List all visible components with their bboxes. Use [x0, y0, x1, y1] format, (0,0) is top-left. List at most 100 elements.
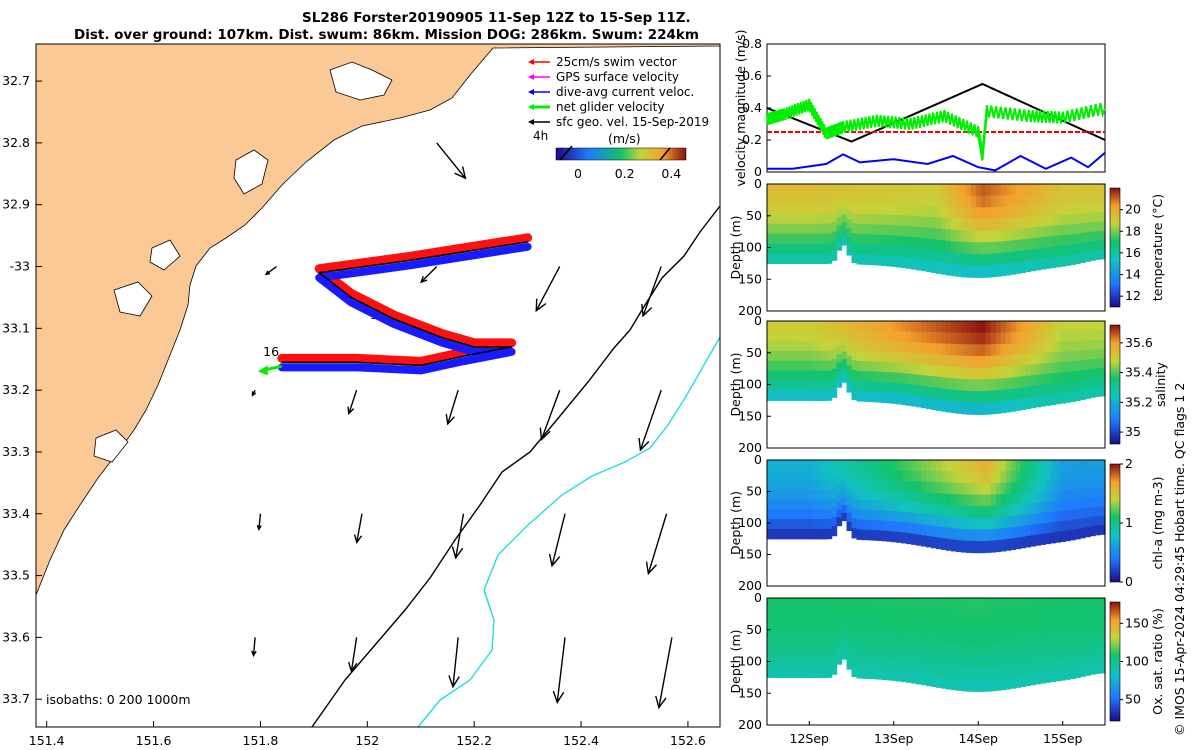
map-ticks: 151.4 151.6 151.8 152 152.2 152.4 152.632.732.… [2, 73, 706, 748]
profile-cell [856, 203, 863, 215]
profile-cell [1050, 629, 1056, 641]
profile-cell [811, 667, 818, 679]
velocity-y-tick-label: 0.8 [742, 36, 762, 51]
profile-cell [970, 218, 977, 232]
profile-cell [1000, 184, 1007, 197]
profile-cell [985, 218, 992, 232]
profile-cell [1070, 224, 1076, 235]
profile-cell [926, 238, 932, 251]
current-vector-shaft [556, 637, 566, 703]
profile-cell [1000, 678, 1007, 691]
profile-cell [940, 676, 947, 689]
profile-cell [1005, 527, 1012, 540]
profile-cell [901, 352, 907, 364]
profile-cell [975, 195, 982, 208]
profile-cell [980, 506, 987, 519]
profile-cell [1035, 598, 1041, 610]
profile-cell [960, 655, 967, 669]
profile-cell [831, 469, 838, 480]
profile-cell [811, 657, 818, 669]
profile-cell [980, 644, 987, 657]
profile-cell [831, 664, 838, 675]
profile-cell [801, 647, 808, 659]
profile-cell [811, 390, 818, 402]
profile-cell [936, 184, 942, 196]
profile-colorbar [1109, 463, 1121, 583]
profile-cell [1030, 598, 1037, 610]
profile-cell [891, 598, 897, 609]
profile-cell [1080, 184, 1086, 195]
profile-cell [796, 469, 803, 481]
profile-cell [1045, 650, 1051, 662]
profile-cell [1075, 193, 1081, 205]
profile-cell [1010, 229, 1017, 241]
profile-cell [856, 479, 863, 491]
profile-cell [1070, 184, 1076, 195]
profile-cell [926, 663, 932, 676]
profile-cell [1040, 247, 1046, 259]
profile-cell [936, 664, 942, 677]
profile-cell [881, 669, 887, 680]
profile-cell [945, 527, 952, 540]
profile-cell [881, 214, 887, 226]
profile-cell [921, 238, 927, 250]
profile-cell [950, 539, 957, 552]
profile-cell [816, 193, 823, 205]
profile-cell [960, 195, 967, 208]
profile-cell [776, 193, 783, 205]
profile-cell [965, 253, 972, 267]
profile-cell [1090, 460, 1096, 471]
profile-cell [926, 598, 932, 610]
profile-cell [1095, 635, 1101, 646]
legend-colorbar-tick: 0.4 [661, 166, 681, 181]
profile-cell [861, 204, 868, 215]
profile-cell [861, 469, 868, 481]
profile-cell [1025, 535, 1032, 548]
profile-cell [801, 203, 808, 215]
profile-cell [1035, 608, 1041, 621]
profile-cell [891, 490, 897, 502]
current-vector-shaft [265, 265, 277, 275]
profile-cell [811, 253, 818, 265]
profile-cell [836, 184, 843, 193]
profile-cell [896, 215, 902, 227]
profile-cell [816, 243, 823, 255]
profile-cell [1055, 331, 1061, 343]
profile-cell [936, 460, 942, 472]
estuary [233, 149, 269, 195]
profile-cell [891, 256, 897, 267]
profile-cell [767, 499, 773, 510]
profile-cell [916, 673, 922, 685]
profile-cell [826, 528, 833, 540]
profile-cell [1030, 248, 1037, 261]
profile-cell [1035, 237, 1041, 249]
profile-cell [776, 607, 783, 619]
current-vector-head [539, 427, 551, 442]
profile-colorbar [1109, 187, 1121, 308]
profile-cell [1025, 249, 1032, 262]
profile-cell [1005, 609, 1012, 622]
profile-cell [826, 617, 833, 629]
profile-cell [781, 203, 788, 215]
profile-cell [1045, 661, 1051, 673]
profile-cell [970, 621, 977, 634]
profile-cell [911, 608, 917, 620]
profile-cell [901, 470, 907, 482]
profile-cell [995, 230, 1002, 243]
profile-cell [1030, 364, 1037, 376]
profile-cell [781, 213, 788, 225]
profile-cell [931, 398, 937, 410]
profile-cell [950, 332, 957, 345]
profile-cell [811, 340, 818, 352]
profile-y-tick-label: 200 [738, 303, 762, 318]
profile-cell [767, 330, 773, 342]
profile-cell [901, 331, 907, 343]
profile-cell [806, 469, 813, 481]
profile-cell [975, 517, 982, 531]
profile-cell [1095, 478, 1101, 489]
profile-cell [936, 250, 942, 263]
profile-cell [1020, 250, 1027, 262]
profile-cell [1080, 527, 1086, 539]
profile-cell [791, 479, 798, 491]
profile-cell [906, 236, 912, 248]
